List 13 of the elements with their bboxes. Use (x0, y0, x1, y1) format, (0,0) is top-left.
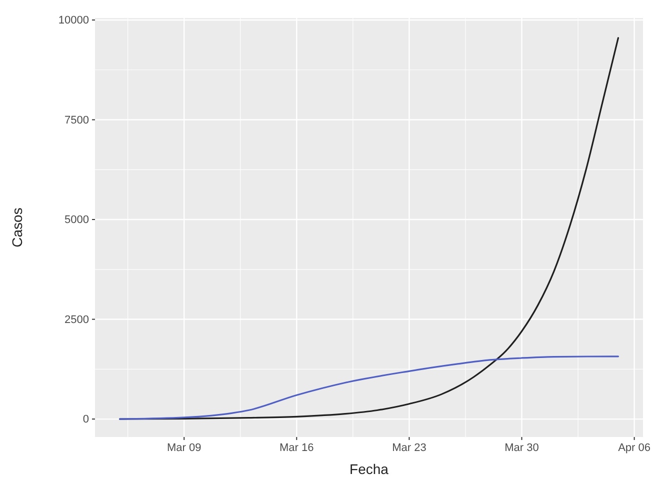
y-tick-label: 2500 (64, 314, 89, 326)
x-tick-label: Mar 23 (392, 442, 426, 454)
y-tick-label: 0 (82, 414, 89, 426)
x-tick-label: Apr 06 (618, 442, 650, 454)
x-tick-label: Mar 09 (166, 442, 202, 454)
y-tick-label: 5000 (64, 214, 89, 226)
y-tick-label: 10000 (58, 14, 89, 27)
x-axis-title: Fecha (350, 461, 389, 477)
x-tick-label: Mar 30 (504, 442, 539, 454)
x-tick-label: Mar 16 (280, 442, 314, 454)
y-axis-title: Casos (9, 208, 25, 248)
line-series (118, 356, 620, 420)
y-tick-label: 7500 (64, 114, 89, 126)
